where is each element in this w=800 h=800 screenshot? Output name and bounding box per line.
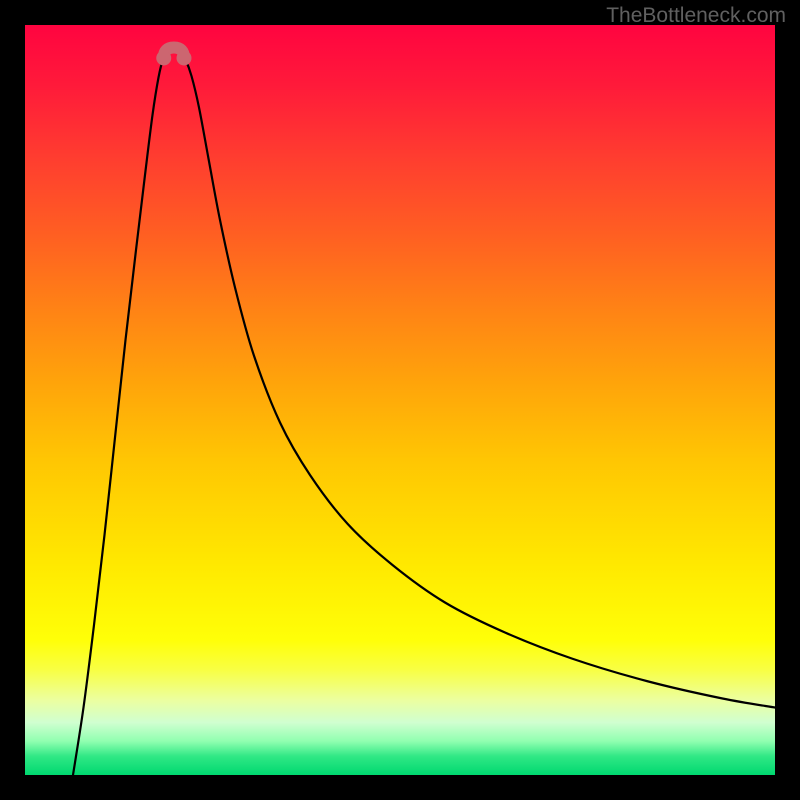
watermark-text: TheBottleneck.com [606, 4, 786, 28]
optimum-marker [25, 25, 775, 775]
bottleneck-chart [25, 25, 775, 775]
